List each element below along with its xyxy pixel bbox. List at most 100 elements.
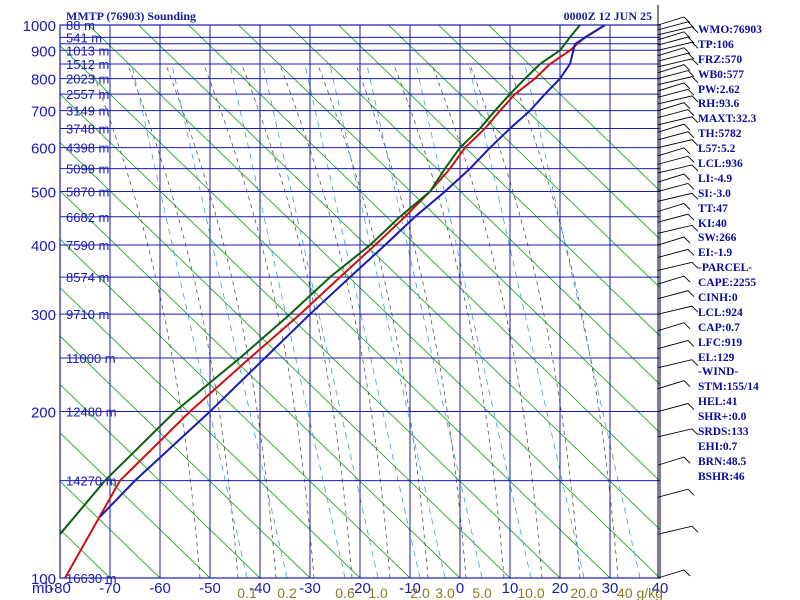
height-label: 4398 m <box>66 141 109 156</box>
mixing-ratio-label: 40 g/kg <box>617 585 663 600</box>
wind-barb <box>657 202 691 212</box>
wind-barb <box>657 82 691 92</box>
mixing-ratio-line <box>524 64 641 578</box>
index-item: BRN:48.5 <box>698 455 747 468</box>
temperature-tick-label: 0 <box>456 580 464 597</box>
index-item: EL:129 <box>698 351 735 364</box>
wind-barb <box>657 224 699 234</box>
height-label: 5870 m <box>66 184 109 199</box>
temperature-tick-label: -30 <box>299 580 321 597</box>
wind-barb <box>657 525 699 535</box>
wind-barb <box>657 31 691 41</box>
wind-barb <box>657 182 695 192</box>
wind-barb <box>657 155 695 165</box>
mixing-ratio-label: 5.0 <box>472 585 492 600</box>
wind-barb <box>657 213 695 223</box>
wind-barb <box>657 36 695 46</box>
mixing-ratio-line <box>304 64 421 578</box>
index-item: MAXT:32.3 <box>698 113 757 126</box>
temperature-tick-label: 20 <box>552 580 569 597</box>
wind-barb <box>657 192 699 202</box>
index-item: CAPE:2255 <box>698 277 757 290</box>
index-item: CINH:0 <box>698 292 738 305</box>
index-item: L57:5.2 <box>698 143 736 156</box>
temperature-tick-label: -40 <box>249 580 271 597</box>
index-item: HEL:41 <box>698 396 738 409</box>
height-label: 1013 m <box>66 43 109 58</box>
wind-barb <box>657 70 695 80</box>
temperature-tick-label: -50 <box>199 580 221 597</box>
height-label: 8574 m <box>66 270 109 285</box>
wind-barb <box>657 322 691 332</box>
wind-barb <box>657 58 699 68</box>
temperature-tick-label: -10 <box>399 580 421 597</box>
wind-barb <box>657 88 695 98</box>
temperature-tick-label: -70 <box>99 580 121 597</box>
moist-adiabat-line <box>355 64 467 578</box>
wind-barbs <box>657 5 699 579</box>
index-item: -WIND- <box>698 366 739 379</box>
moist-adiabat-line <box>89 64 201 578</box>
y-axis-label: mb <box>32 580 53 597</box>
pressure-tick-label: 600 <box>31 141 56 158</box>
wind-barb <box>657 109 695 119</box>
temperature-tick-label: 10 <box>502 580 519 597</box>
moist-adiabat-line <box>393 64 505 578</box>
mixing-ratio-label: 20.0 <box>570 585 597 600</box>
index-item: -PARCEL- <box>698 262 753 275</box>
wind-barb <box>657 428 699 438</box>
height-label: 12480 m <box>66 405 117 420</box>
mixing-ratio-label: 1.0 <box>368 585 388 600</box>
wind-barb <box>657 16 691 26</box>
mixing-ratio-label: 0.2 <box>277 585 297 600</box>
wind-barb <box>657 290 695 300</box>
wind-barb <box>657 456 691 466</box>
pressure-tick-label: 300 <box>31 307 56 324</box>
temperature-line <box>64 25 606 578</box>
wind-barb <box>657 248 695 258</box>
mixing-ratio-line <box>229 64 346 578</box>
index-item: CAP:0.7 <box>698 321 740 334</box>
grid-lines <box>59 24 661 579</box>
wind-barb <box>657 275 691 285</box>
index-item: TT:47 <box>698 202 728 215</box>
temperature-tick-label: -80 <box>49 580 71 597</box>
temperature-tick-label: -20 <box>349 580 371 597</box>
mixing-ratio-line <box>329 64 446 578</box>
wind-barb <box>657 380 691 390</box>
moist-adiabat-line <box>469 64 581 578</box>
index-item: LCL:936 <box>698 158 743 171</box>
wind-barb <box>657 340 695 349</box>
height-label: 5099 m <box>66 162 109 177</box>
mixing-ratio-line <box>415 64 532 578</box>
indices-panel: WMO:76903 TP:106 FRZ:570 WB0:577 PW:2.62 RH:9… <box>698 24 798 486</box>
moist-adiabat-line <box>165 64 277 578</box>
mixing-ratio-line <box>131 64 248 578</box>
index-item: TH:5782 <box>698 128 742 141</box>
height-label: 541 m <box>66 30 102 45</box>
index-item: SW:266 <box>698 232 737 245</box>
dry-adiabat-line <box>0 0 10 578</box>
height-label: 1512 m <box>66 57 109 72</box>
height-label: 88 m <box>66 18 95 33</box>
height-label: 9710 m <box>66 307 109 322</box>
height-label: 6682 m <box>66 210 109 225</box>
chart-time: 0000Z 12 JUN 25 <box>563 9 652 23</box>
index-item: BSHR:46 <box>698 470 745 483</box>
pressure-tick-label: 400 <box>31 238 56 255</box>
pressure-tick-label: 700 <box>31 104 56 121</box>
wind-barb <box>657 123 691 133</box>
index-item: PW:2.62 <box>698 83 740 96</box>
wind-barb <box>657 164 699 174</box>
mixing-ratio-label: 0.6 <box>335 585 355 600</box>
wind-barb <box>657 116 699 126</box>
mixing-ratio-label: 2.0 <box>410 585 430 600</box>
height-label: 11000 m <box>66 351 116 366</box>
moist-adiabat-line <box>507 64 619 578</box>
wind-barb <box>657 236 691 246</box>
mixing-ratio-label: 10.0 <box>517 585 544 600</box>
wind-barb <box>657 403 695 412</box>
index-item: RH:93.6 <box>698 98 740 111</box>
parcel-line <box>99 25 606 518</box>
